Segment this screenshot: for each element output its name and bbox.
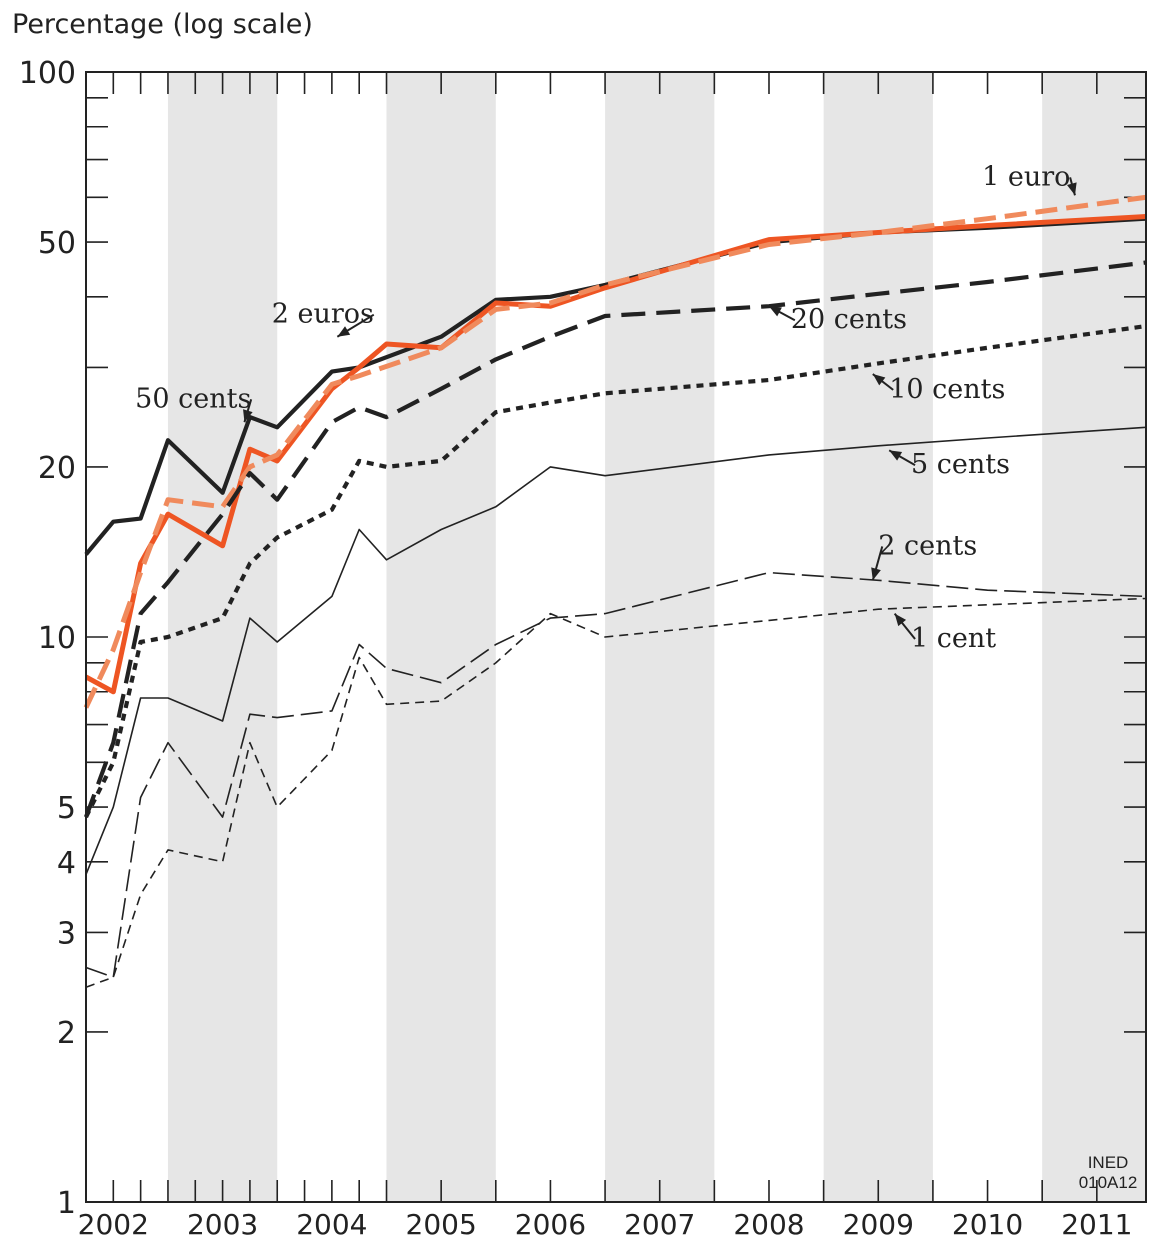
series-lines xyxy=(83,194,1147,988)
y-tick-label: 3 xyxy=(57,916,76,951)
annotation-arrowhead xyxy=(243,409,253,423)
annotation-arrowhead xyxy=(889,450,903,461)
annotation-arrowhead xyxy=(1066,182,1077,196)
series-line-1-euro xyxy=(83,194,1147,709)
series-line-1-cent xyxy=(85,597,1147,988)
plot-frame xyxy=(85,71,1147,1203)
x-tick-label: 2006 xyxy=(515,1208,586,1241)
x-tick-label: 2007 xyxy=(624,1208,695,1241)
series-line-2-euros xyxy=(84,214,1147,695)
y-axis-label: Percentage (log scale) xyxy=(12,9,313,40)
y-tick-label: 1 xyxy=(57,1186,76,1221)
x-tick-label: 2005 xyxy=(406,1208,477,1241)
y-tick-label: 10 xyxy=(38,621,76,656)
x-tick-label: 2003 xyxy=(187,1208,258,1241)
y-tick-label: 5 xyxy=(57,791,76,826)
x-tick-label: 2002 xyxy=(78,1208,149,1241)
shaded-year-bands xyxy=(167,72,1146,1202)
y-tick-label: 20 xyxy=(38,451,76,486)
x-tick-label: 2008 xyxy=(733,1208,804,1241)
annotation-label: 10 cents xyxy=(889,374,1005,405)
y-tick-label: 4 xyxy=(57,846,76,881)
shaded-band-2 xyxy=(605,72,715,1202)
series-line-10-cents xyxy=(84,324,1147,819)
annotation-arrowhead xyxy=(337,326,351,337)
x-tick-label: 2009 xyxy=(843,1208,914,1241)
annotation-arrowhead xyxy=(871,567,881,581)
annotation-arrowhead xyxy=(768,306,782,317)
annotation-label: 1 cent xyxy=(911,623,996,654)
annotation-label: 1 euro xyxy=(982,161,1070,192)
annotation-arrowhead xyxy=(894,613,907,627)
y-tick-label: 100 xyxy=(19,56,76,91)
annotation-label: 50 cents xyxy=(135,383,251,414)
series-line-5-cents xyxy=(85,426,1147,875)
credit-line-1: INED xyxy=(1088,1153,1129,1172)
annotation-arrowhead xyxy=(872,374,886,386)
x-tick-label: 2010 xyxy=(952,1208,1023,1241)
shaded-band-0 xyxy=(167,72,278,1202)
annotation-label: 5 cents xyxy=(911,449,1010,480)
y-tick-label: 2 xyxy=(57,1016,76,1051)
shaded-band-1 xyxy=(386,72,496,1202)
series-line-20-cents xyxy=(84,260,1147,818)
x-tick-label: 2004 xyxy=(296,1208,367,1241)
credit-line-2: 010A12 xyxy=(1079,1173,1138,1192)
series-line-2-cents xyxy=(85,571,1147,979)
y-tick-label: 50 xyxy=(38,226,76,261)
x-tick-label: 2011 xyxy=(1061,1208,1132,1241)
annotation-label: 2 euros xyxy=(272,299,374,330)
annotation-label: 2 cents xyxy=(878,530,977,561)
series-annotations: 1 euro 2 euros 50 cents 20 cents 10 cents 5 c… xyxy=(135,161,1077,654)
annotation-label: 20 cents xyxy=(791,304,907,335)
